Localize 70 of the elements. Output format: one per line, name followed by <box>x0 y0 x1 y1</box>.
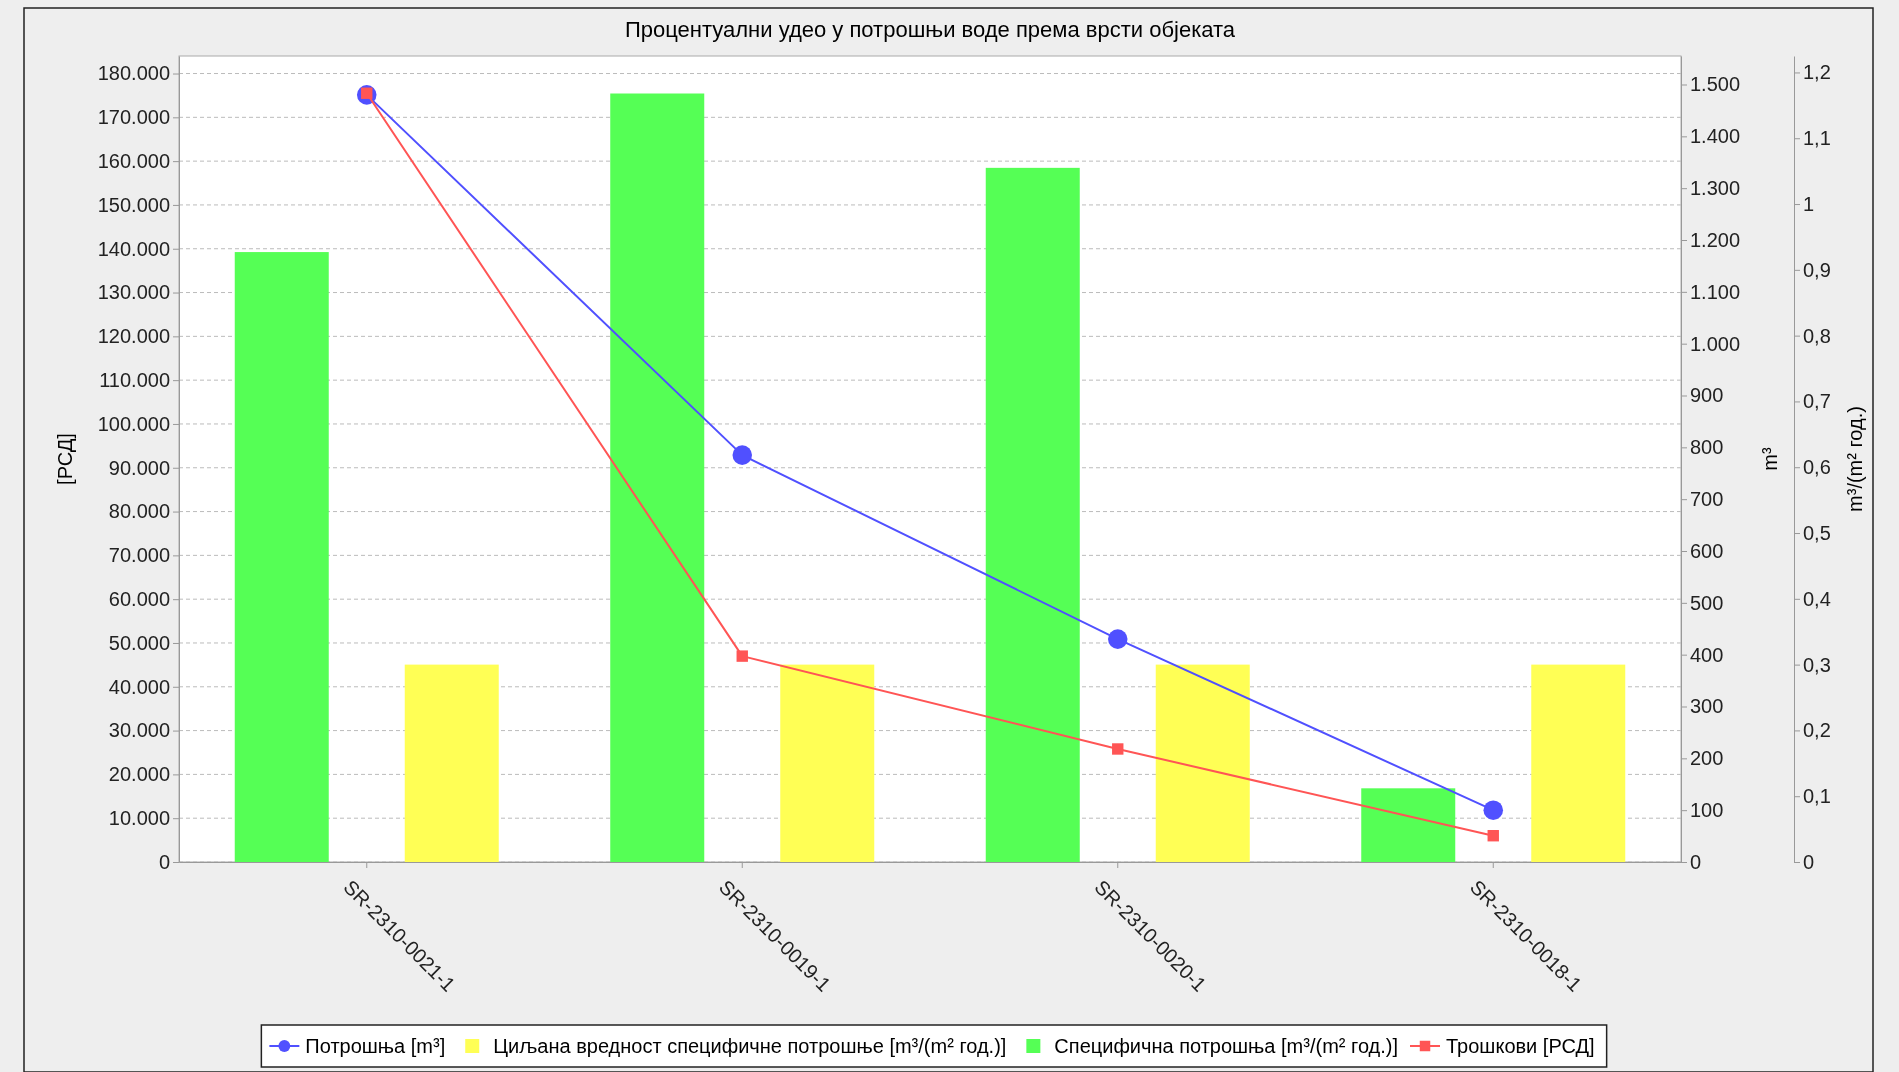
y3-tick-label: 1 <box>1803 192 1815 215</box>
y-tick-label: 10.000 <box>108 807 170 830</box>
y3-tick-label: 0,7 <box>1803 390 1831 413</box>
legend-label: Потрошња [m³] <box>305 1035 446 1057</box>
point <box>736 650 748 662</box>
y2-tick-label: 400 <box>1690 643 1724 666</box>
y2-tick-label: 1.500 <box>1690 73 1741 96</box>
y-tick-label: 40.000 <box>108 675 170 698</box>
y3-tick-label: 0,6 <box>1803 456 1831 479</box>
y2-axis-title: m³ <box>1759 447 1781 471</box>
bar <box>404 664 499 862</box>
bar <box>1531 664 1626 862</box>
y3-tick-label: 1,1 <box>1803 127 1831 150</box>
y-tick-label: 160.000 <box>97 150 170 173</box>
y2-tick-label: 100 <box>1690 799 1724 822</box>
point <box>1487 830 1499 842</box>
chart-title: Процентуални удео у потрошњи воде према врсти објеката <box>624 17 1236 42</box>
y2-tick-label: 500 <box>1690 591 1724 614</box>
y-tick-label: 80.000 <box>108 500 170 523</box>
y-tick-label: 20.000 <box>108 763 170 786</box>
y-tick-label: 50.000 <box>108 631 170 654</box>
y2-tick-label: 900 <box>1690 384 1724 407</box>
y3-tick-label: 0,2 <box>1803 719 1831 742</box>
y3-tick-label: 0 <box>1803 850 1815 873</box>
y2-tick-label: 700 <box>1690 488 1724 511</box>
y-tick-label: 90.000 <box>108 456 170 479</box>
y2-tick-label: 0 <box>1690 850 1702 873</box>
y2-tick-label: 300 <box>1690 695 1724 718</box>
y3-tick-label: 0,4 <box>1803 587 1831 610</box>
legend-label: Циљана вредност специфичне потрошње [m³/(m² год.)] <box>493 1035 1007 1057</box>
y3-tick-label: 1,2 <box>1803 61 1831 84</box>
y3-tick-label: 0,5 <box>1803 521 1831 544</box>
y-tick-label: 110.000 <box>99 369 170 392</box>
bar <box>234 252 329 862</box>
y2-tick-label: 1.400 <box>1690 125 1741 148</box>
y-tick-label: 130.000 <box>97 281 170 304</box>
bar <box>1361 788 1456 862</box>
y2-tick-label: 1.300 <box>1690 177 1741 200</box>
y-tick-label: 120.000 <box>97 325 170 348</box>
bar <box>1155 664 1250 862</box>
bar <box>985 167 1080 862</box>
y3-tick-label: 0,8 <box>1803 324 1831 347</box>
point <box>1112 743 1124 755</box>
y2-tick-label: 1.200 <box>1690 228 1741 251</box>
y-tick-label: 30.000 <box>108 719 170 742</box>
y-tick-label: 140.000 <box>97 237 170 260</box>
bar <box>610 93 705 862</box>
y-tick-label: 0 <box>158 850 170 873</box>
y2-tick-label: 200 <box>1690 747 1724 770</box>
y3-tick-label: 0,3 <box>1803 653 1831 676</box>
point <box>1107 629 1128 649</box>
y-tick-label: 100.000 <box>97 412 170 435</box>
y2-tick-label: 1.000 <box>1690 332 1741 355</box>
y-tick-label: 180.000 <box>97 62 170 85</box>
y-tick-label: 60.000 <box>108 588 170 611</box>
y-axis-title: [РСД] <box>54 433 76 485</box>
y3-axis-title: m³/(m² год.) <box>1844 406 1866 512</box>
legend-label: Трошкови [РСД] <box>1446 1035 1595 1057</box>
y-tick-label: 150.000 <box>97 193 170 216</box>
bar <box>780 664 875 862</box>
y2-tick-label: 800 <box>1690 436 1724 459</box>
y-tick-label: 170.000 <box>97 106 170 129</box>
point <box>732 445 753 465</box>
y2-tick-label: 1.100 <box>1690 280 1741 303</box>
y3-tick-label: 0,1 <box>1803 785 1831 808</box>
y3-tick-label: 0,9 <box>1803 258 1831 281</box>
y-tick-label: 70.000 <box>108 544 170 567</box>
point <box>1483 800 1504 820</box>
y2-tick-label: 600 <box>1690 539 1724 562</box>
legend-label: Специфична потрошња [m³/(m² год.)] <box>1054 1035 1399 1057</box>
